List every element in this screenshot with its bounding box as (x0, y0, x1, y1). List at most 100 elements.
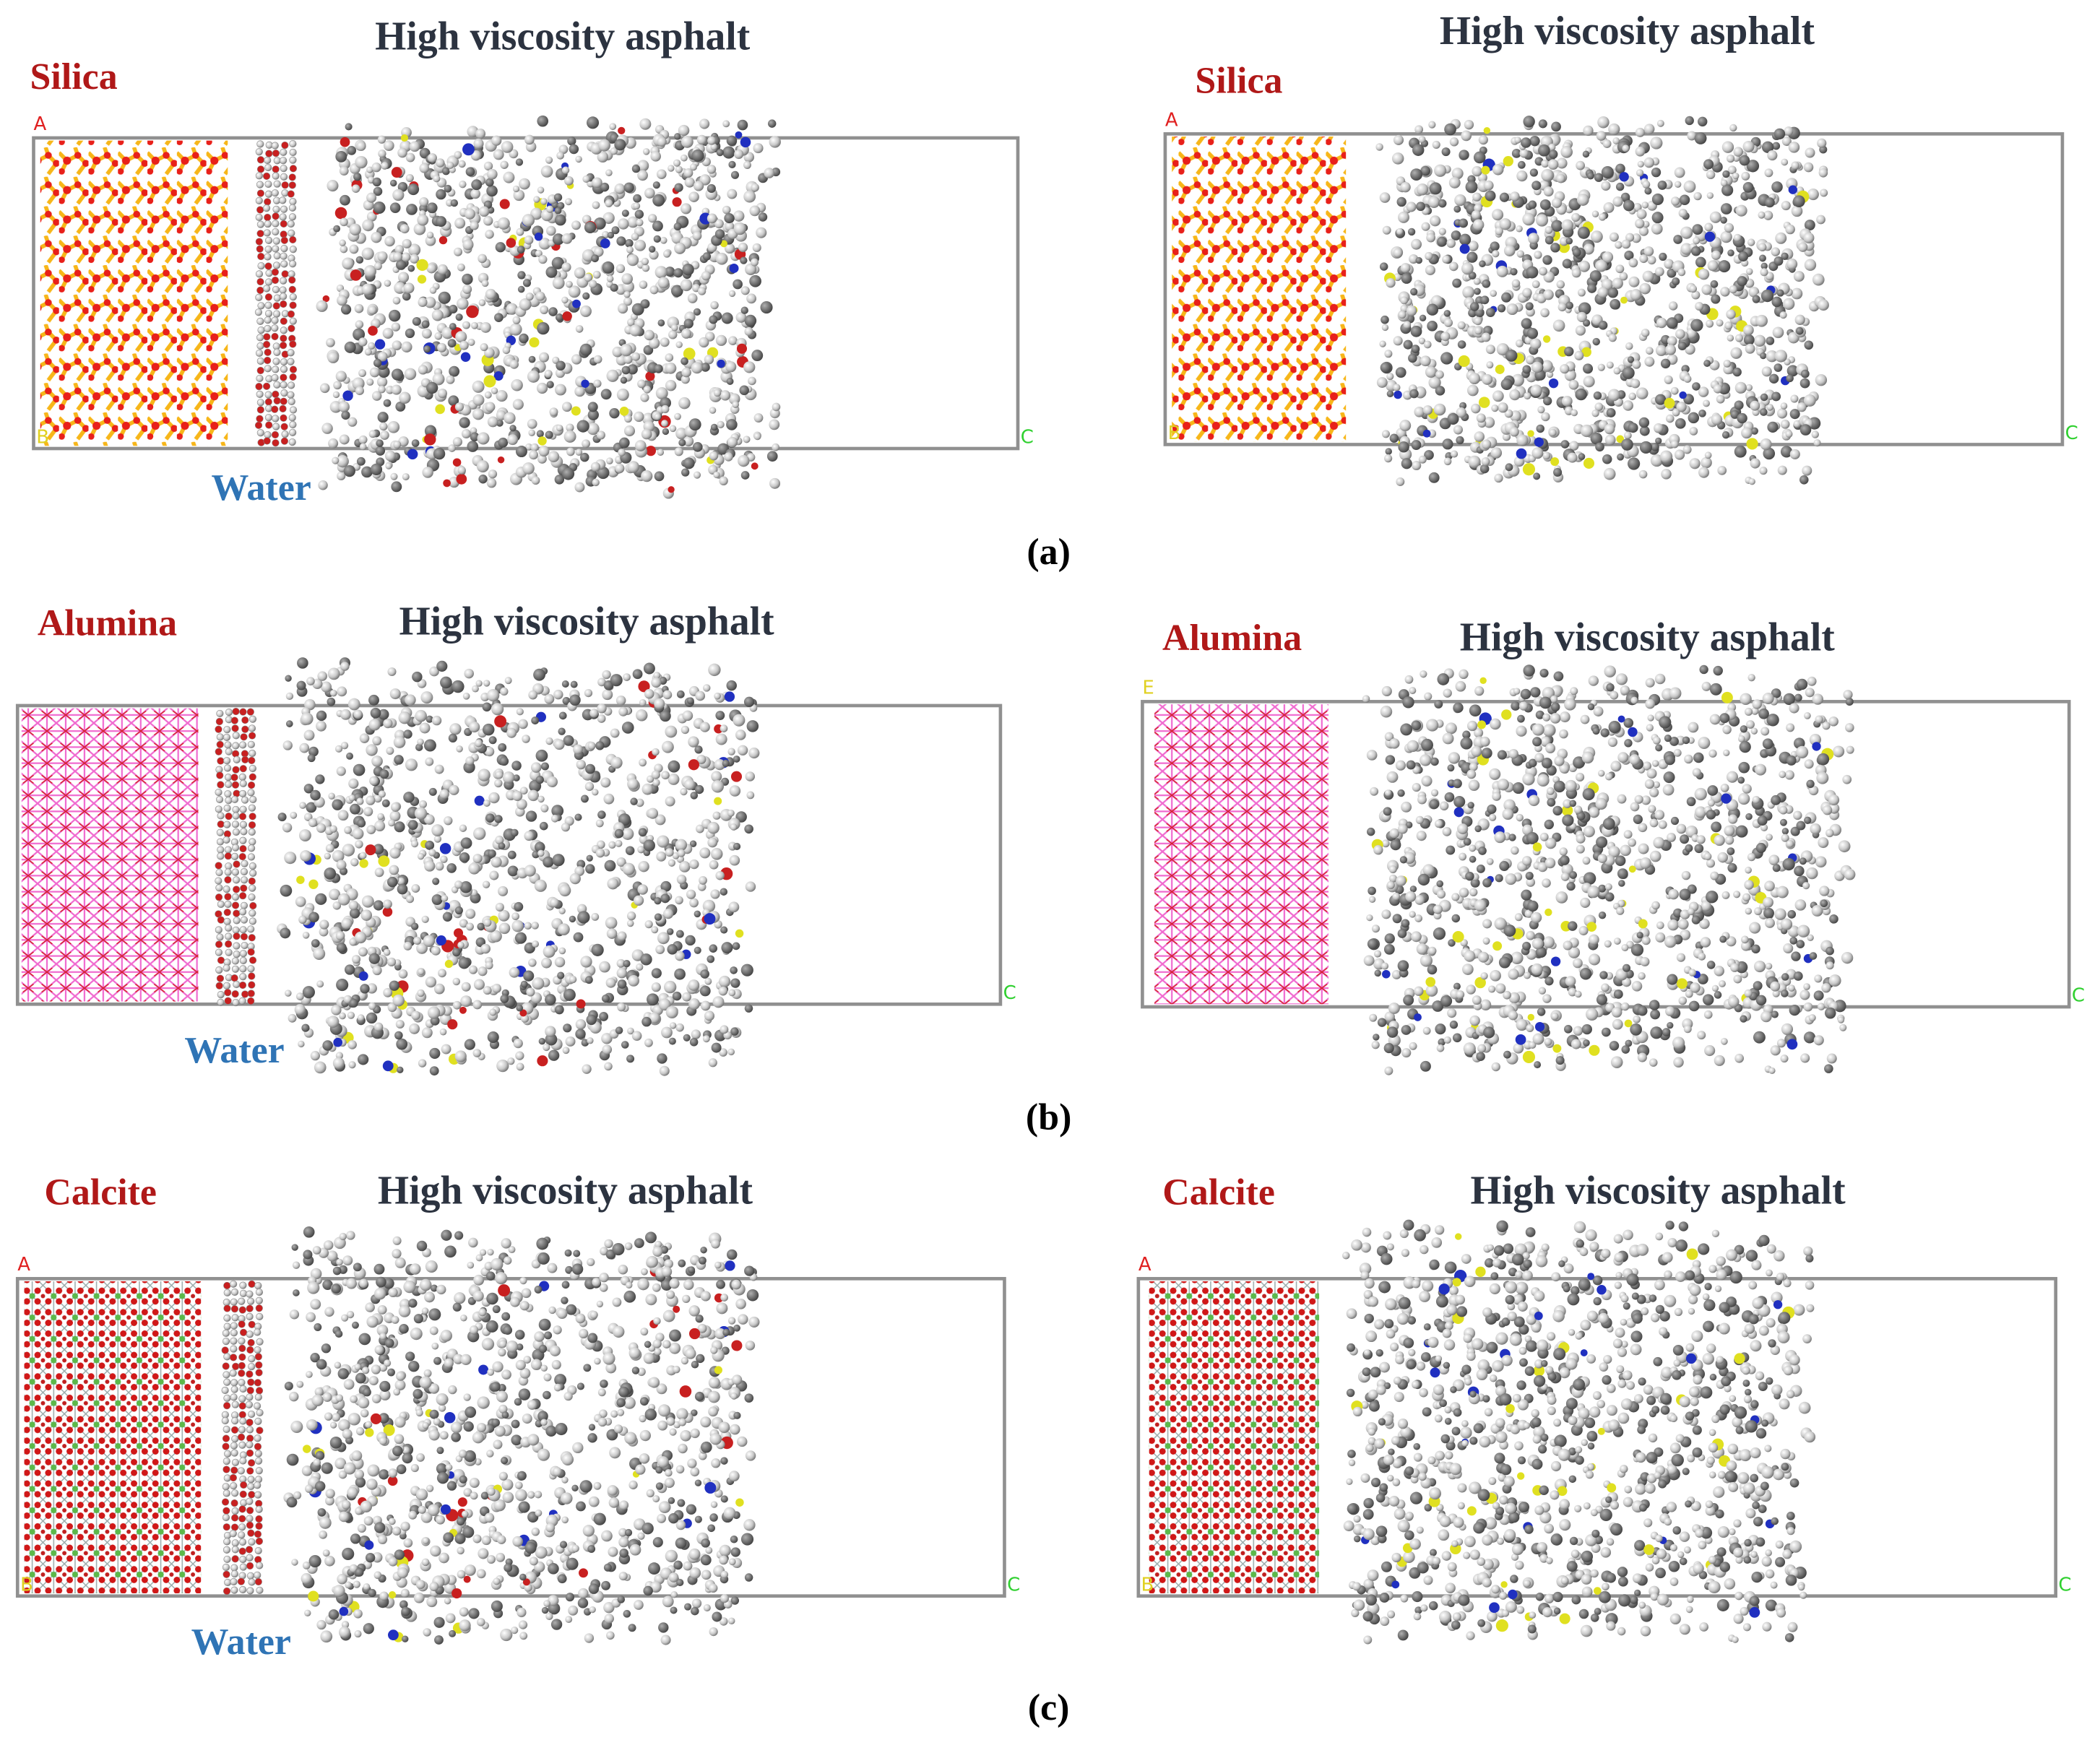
asphalt-atom (539, 821, 548, 831)
asphalt-atom (746, 720, 759, 732)
water-atom (233, 876, 241, 884)
asphalt-atom (1426, 303, 1439, 316)
water-atom (249, 909, 256, 917)
water-atom (217, 998, 225, 1006)
asphalt-atom (439, 1028, 447, 1036)
asphalt-atom (1403, 339, 1413, 350)
water-atom (287, 391, 295, 399)
asphalt-atom (1710, 871, 1719, 880)
asphalt-atom (661, 1026, 673, 1039)
asphalt-atom (1545, 743, 1556, 754)
water-atom (233, 980, 241, 989)
asphalt-atom (1576, 772, 1585, 782)
asphalt-atom (610, 728, 620, 738)
asphalt-atom (608, 841, 616, 849)
asphalt-atom (1488, 985, 1496, 993)
asphalt-atom (523, 970, 535, 982)
asphalt-atom (1388, 1003, 1400, 1015)
water-atom (224, 846, 233, 854)
water-atom (263, 437, 271, 445)
asphalt-atom (674, 968, 686, 980)
asphalt-atom (1784, 126, 1794, 137)
asphalt-atom (738, 454, 750, 467)
asphalt-atom (1757, 815, 1768, 826)
asphalt-atom (1667, 833, 1676, 842)
asphalt-atom (1373, 950, 1382, 958)
asphalt-atom (1745, 866, 1752, 874)
asphalt-atom (1621, 944, 1629, 952)
asphalt-atom (728, 989, 736, 997)
asphalt-atom (1815, 856, 1827, 868)
asphalt-atom (407, 264, 415, 272)
asphalt-atom (644, 688, 654, 699)
asphalt-atom (1609, 690, 1619, 700)
asphalt-atom (1776, 886, 1789, 899)
asphalt-atom (377, 135, 386, 144)
asphalt-atom (1591, 210, 1599, 217)
asphalt-atom (403, 941, 412, 951)
asphalt-atom (452, 458, 462, 467)
asphalt-atom (598, 139, 611, 152)
asphalt-atom (1819, 886, 1830, 896)
asphalt-atom (1430, 215, 1441, 227)
asphalt-label: High viscosity asphalt (399, 599, 775, 644)
asphalt-atom (570, 680, 578, 688)
asphalt-atom (1520, 688, 1531, 700)
asphalt-atom (696, 755, 707, 764)
asphalt-atom (1824, 1064, 1833, 1073)
asphalt-atom (1691, 290, 1701, 300)
asphalt-atom (449, 723, 462, 735)
asphalt-atom (1474, 825, 1482, 833)
asphalt-atom (1741, 171, 1750, 181)
asphalt-atom (672, 197, 682, 207)
asphalt-atom (558, 144, 569, 155)
asphalt-atom (680, 375, 690, 384)
asphalt-atom (333, 225, 341, 233)
asphalt-atom (1786, 1039, 1798, 1050)
asphalt-atom (1587, 703, 1595, 711)
asphalt-atom (584, 781, 595, 792)
asphalt-atom (452, 437, 462, 447)
asphalt-atom (361, 895, 374, 908)
asphalt-atom (458, 160, 466, 168)
asphalt-atom (1427, 196, 1440, 209)
asphalt-atom (378, 385, 386, 394)
asphalt-atom (485, 402, 496, 412)
asphalt-atom (540, 305, 549, 314)
asphalt-atom (405, 758, 418, 771)
asphalt-atom (1779, 805, 1788, 815)
asphalt-atom (1651, 222, 1663, 235)
asphalt-atom (678, 861, 691, 872)
asphalt-atom (1807, 189, 1819, 201)
water-atom (289, 365, 298, 373)
asphalt-atom (1444, 123, 1456, 136)
asphalt-atom (465, 909, 476, 919)
asphalt-layer (277, 657, 760, 1076)
asphalt-atom (552, 854, 565, 867)
asphalt-atom (1396, 228, 1404, 235)
water-atom (240, 884, 248, 892)
asphalt-atom (1667, 336, 1677, 346)
asphalt-atom (408, 243, 421, 256)
asphalt-atom (1586, 1008, 1599, 1021)
asphalt-atom (1573, 805, 1583, 814)
asphalt-atom (366, 211, 377, 222)
water-atom (262, 382, 271, 390)
asphalt-atom (1620, 685, 1630, 696)
asphalt-atom (1799, 990, 1810, 1000)
water-atom (215, 948, 223, 956)
asphalt-atom (637, 846, 645, 854)
asphalt-atom (1642, 180, 1651, 189)
asphalt-atom (411, 884, 420, 893)
asphalt-atom (483, 161, 493, 171)
asphalt-atom (1526, 930, 1535, 940)
asphalt-atom (627, 461, 640, 473)
asphalt-atom (1820, 899, 1828, 908)
asphalt-atom (1503, 1050, 1511, 1059)
panel-caption: (a) (1027, 532, 1071, 573)
asphalt-atom (1501, 709, 1512, 720)
asphalt-atom (1713, 384, 1723, 394)
asphalt-atom (1790, 826, 1800, 836)
asphalt-atom (1708, 749, 1717, 758)
asphalt-atom (720, 1025, 729, 1034)
